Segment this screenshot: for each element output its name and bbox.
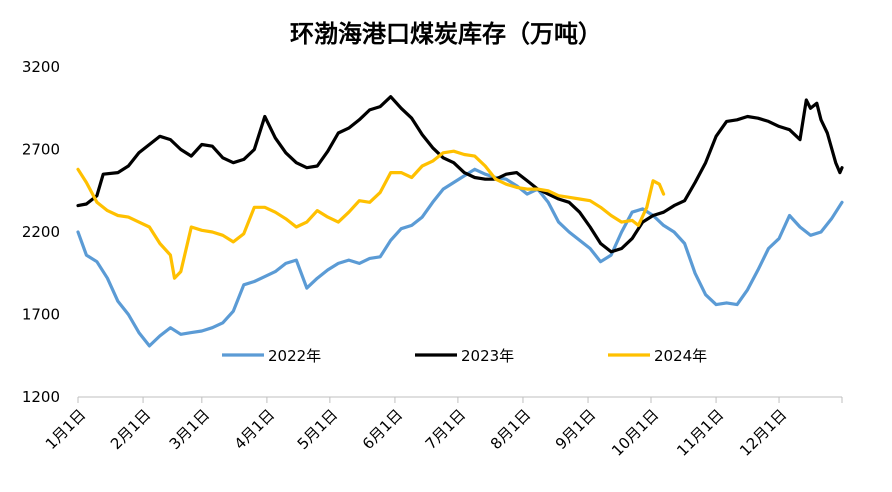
x-tick-label: 8月1日 xyxy=(487,406,534,453)
x-tick-label: 1月1日 xyxy=(42,406,89,453)
legend-label: 2024年 xyxy=(654,347,707,365)
x-tick-label: 5月1日 xyxy=(294,406,341,453)
x-tick-label: 10月1日 xyxy=(608,406,662,460)
legend-label: 2023年 xyxy=(461,347,514,365)
x-tick-label: 11月1日 xyxy=(673,406,727,460)
series-line-1 xyxy=(76,167,844,348)
y-axis: 1200 1700 2200 2700 3200 xyxy=(22,58,60,406)
x-tick-label: 2月1日 xyxy=(107,406,154,453)
series-layer xyxy=(76,95,844,348)
x-tick-label: 3月1日 xyxy=(166,406,213,453)
legend-label: 2022年 xyxy=(268,347,321,365)
series-line-2 xyxy=(76,95,844,254)
x-axis: 1月1日 2月1日 3月1日 4月1日 5月1日 6月1日 7月1日 8月1日 9月1日 10月1… xyxy=(42,396,843,460)
y-tick-label: 1200 xyxy=(22,388,60,406)
y-tick-label: 2700 xyxy=(22,141,60,159)
series-line-3 xyxy=(76,149,666,280)
chart-title: 环渤海港口煤炭库存（万吨） xyxy=(290,20,602,48)
y-tick-label: 3200 xyxy=(22,58,60,76)
y-tick-label: 2200 xyxy=(22,223,60,241)
x-tick-label: 9月1日 xyxy=(552,406,599,453)
x-tick-label: 7月1日 xyxy=(422,406,469,453)
y-tick-label: 1700 xyxy=(22,306,60,324)
x-tick-label: 12月1日 xyxy=(736,406,790,460)
x-tick-label: 6月1日 xyxy=(359,406,406,453)
legend: 2022年 2023年 2024年 xyxy=(222,347,707,365)
x-tick-label: 4月1日 xyxy=(231,406,278,453)
